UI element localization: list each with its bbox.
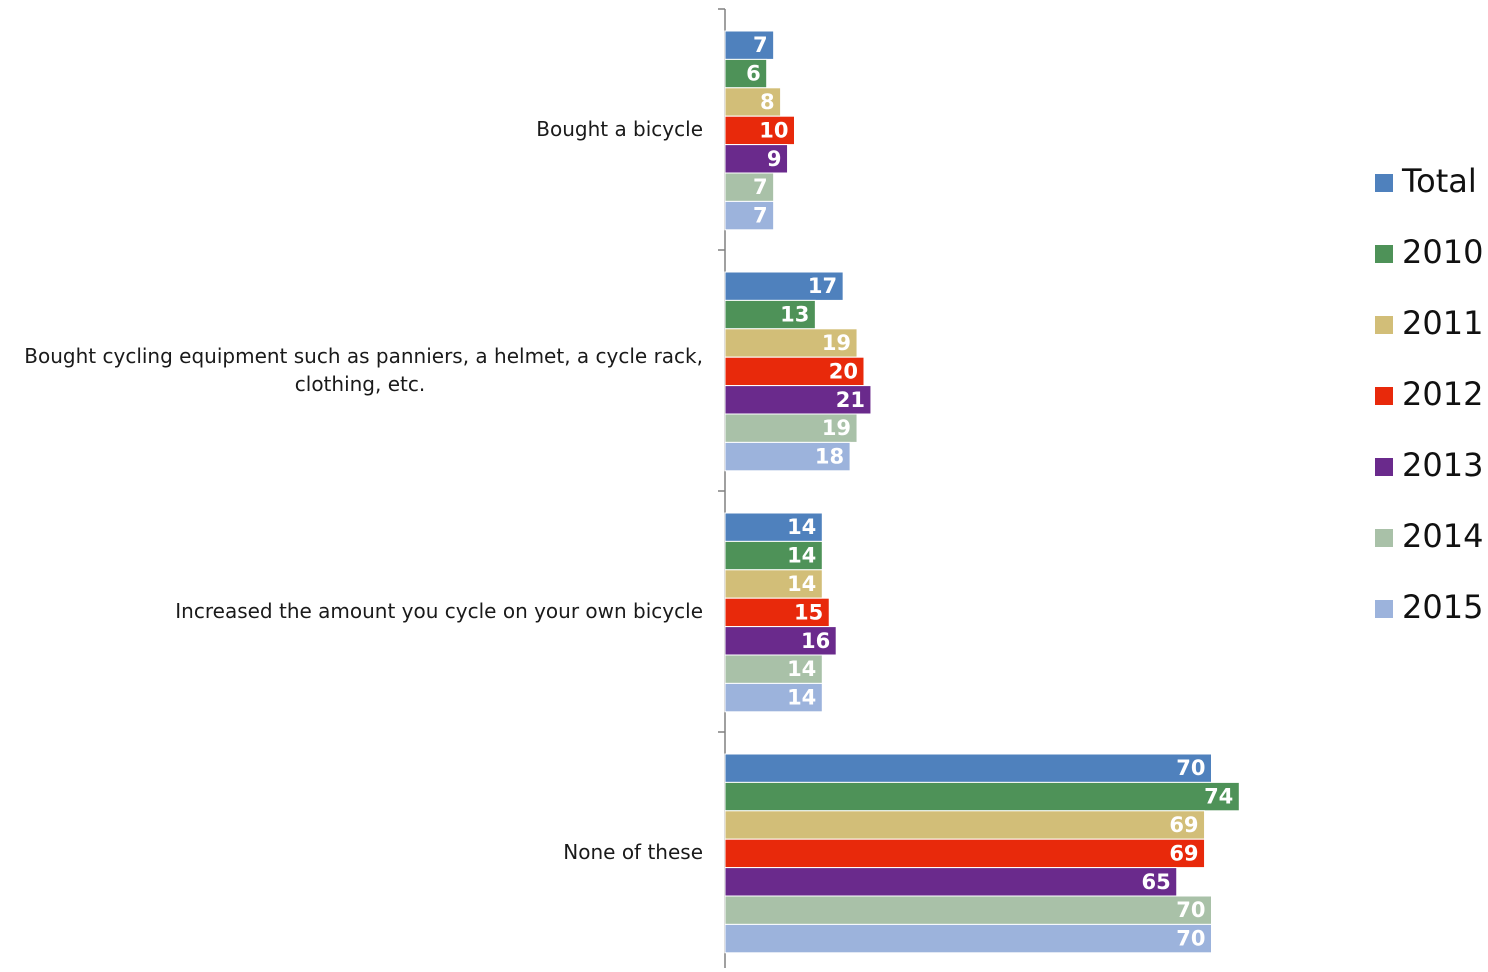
bar-total-cat-3 [724,512,823,542]
legend-label-2013: 2013 [1402,446,1483,484]
bar-2012-cat-4 [724,838,1206,869]
category-label-3: Increased the amount you cycle on your o… [175,599,703,623]
data-label-2014-cat-3: 14 [787,657,816,681]
bar-2011-cat-1 [724,87,782,117]
bar-2012-cat-3 [724,597,830,628]
data-label-2010-cat-4: 74 [1204,785,1233,809]
legend-swatch-2013 [1375,458,1393,476]
data-label-2013-cat-3: 16 [801,629,830,653]
bar-2014-cat-2 [724,413,858,443]
legend-swatch-2015 [1375,600,1393,618]
data-label-2010-cat-1: 6 [746,62,761,86]
data-label-2012-cat-1: 10 [759,118,788,142]
data-label-2014-cat-1: 7 [753,175,768,199]
category-label-line: clothing, etc. [295,372,425,396]
bars-layer: 7 6 8 10 9 7 7 17 13 19 20 21 19 18 14 14 14 15 16 14 14 70 74… [724,30,1240,954]
legend-swatch-2012 [1375,387,1393,405]
data-label-2011-cat-3: 14 [787,572,816,596]
bar-2015-cat-3 [724,682,823,713]
legend-swatch-2014 [1375,529,1393,547]
legend-swatch-total [1375,174,1393,192]
data-label-2012-cat-4: 69 [1169,841,1198,865]
data-label-2014-cat-4: 70 [1176,898,1205,922]
bar-2014-cat-1 [724,172,775,202]
data-label-2010-cat-2: 13 [780,303,809,327]
data-label-2011-cat-1: 8 [760,90,775,114]
category-label-line: Bought cycling equipment such as pannier… [24,344,703,368]
data-label-2013-cat-4: 65 [1142,870,1171,894]
data-label-2010-cat-3: 14 [787,544,816,568]
data-label-2015-cat-3: 14 [787,686,816,710]
legend-label-2014: 2014 [1402,517,1483,555]
bar-total-cat-2 [724,271,844,301]
bar-2015-cat-2 [724,441,851,472]
category-label-4: None of these [563,840,703,864]
category-label-1: Bought a bicycle [536,117,703,141]
bar-2013-cat-4 [724,867,1178,897]
data-label-2015-cat-2: 18 [815,445,844,469]
data-label-2012-cat-2: 20 [829,359,858,383]
bar-2010-cat-3 [724,540,823,571]
data-label-2011-cat-2: 19 [822,331,851,355]
data-label-2011-cat-4: 69 [1169,813,1198,837]
data-label-2013-cat-2: 21 [836,388,865,412]
legend-label-2010: 2010 [1402,233,1483,271]
bar-2011-cat-3 [724,569,823,599]
bar-2015-cat-4 [724,923,1212,954]
data-label-total-cat-2: 17 [808,274,837,298]
bar-2012-cat-1 [724,115,795,146]
bar-2012-cat-2 [724,356,865,387]
bar-2015-cat-1 [724,200,775,231]
bar-2013-cat-3 [724,626,837,656]
bar-2014-cat-3 [724,654,823,684]
data-label-total-cat-1: 7 [753,33,768,57]
legend-swatch-2010 [1375,245,1393,263]
data-label-2013-cat-1: 9 [767,147,782,171]
legend-label-total: Total [1401,162,1477,200]
legend: Total 2010 2011 2012 2013 2014 2015 [1375,162,1483,626]
category-label-2: Bought cycling equipment such as pannier… [24,344,703,396]
data-label-total-cat-3: 14 [787,515,816,539]
bar-2011-cat-2 [724,328,858,358]
bar-2013-cat-2 [724,385,872,415]
bar-2010-cat-2 [724,299,816,330]
bar-2011-cat-4 [724,810,1206,840]
bar-total-cat-1 [724,30,775,60]
category-labels: Bought a bicycle Bought cycling equipment… [24,117,703,864]
legend-label-2012: 2012 [1402,375,1483,413]
legend-label-2015: 2015 [1402,588,1483,626]
legend-label-2011: 2011 [1402,304,1483,342]
data-label-2014-cat-2: 19 [822,416,851,440]
data-label-2015-cat-1: 7 [753,204,768,228]
data-label-2015-cat-4: 70 [1176,927,1205,951]
bar-2013-cat-1 [724,144,789,174]
axis-layer [718,8,726,972]
bar-total-cat-4 [724,753,1212,783]
data-label-2012-cat-3: 15 [794,600,823,624]
legend-swatch-2011 [1375,316,1393,334]
data-label-total-cat-4: 70 [1176,756,1205,780]
bar-2010-cat-4 [724,781,1240,812]
bar-2014-cat-4 [724,895,1212,925]
